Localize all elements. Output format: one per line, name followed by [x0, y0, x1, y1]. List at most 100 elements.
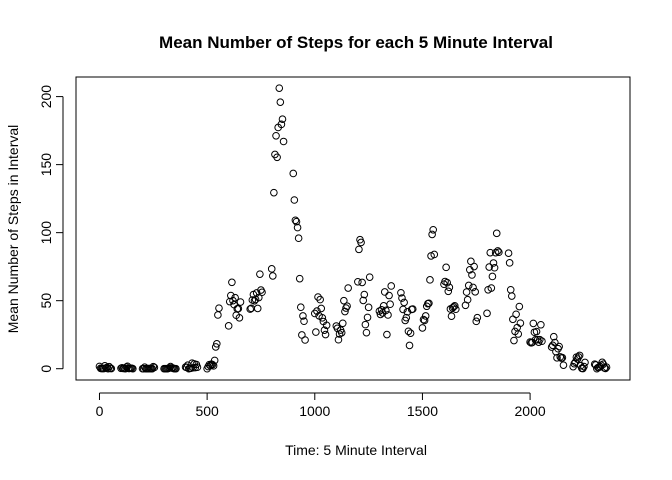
x-tick-label: 2000 — [515, 403, 546, 419]
data-point — [322, 321, 331, 330]
data-points — [95, 84, 611, 373]
data-point — [406, 329, 415, 338]
x-tick-label: 500 — [195, 403, 219, 419]
data-point — [487, 284, 496, 292]
data-point — [380, 288, 389, 296]
data-point — [227, 291, 235, 300]
chart-title: Mean Number of Steps for each 5 Minute I… — [159, 33, 553, 52]
data-point — [443, 278, 452, 287]
data-point — [210, 356, 219, 365]
data-point — [289, 169, 298, 178]
data-point — [377, 305, 386, 314]
data-point — [538, 337, 546, 346]
data-point — [246, 305, 254, 313]
data-point — [105, 362, 113, 371]
x-axis: 0 500 1000 1500 2000 — [96, 392, 546, 419]
data-point — [267, 265, 276, 273]
data-point — [535, 335, 544, 344]
data-point — [354, 277, 362, 286]
data-point — [316, 295, 324, 304]
data-point — [510, 336, 518, 345]
data-point — [211, 343, 220, 351]
data-point — [551, 338, 559, 347]
data-point — [442, 263, 450, 272]
data-point — [549, 332, 558, 341]
data-point — [382, 306, 390, 315]
data-point — [463, 295, 472, 304]
data-point — [235, 314, 244, 322]
data-point — [404, 327, 413, 336]
data-point — [172, 364, 180, 373]
data-point — [514, 330, 523, 338]
data-point — [486, 248, 495, 257]
data-point — [387, 282, 396, 290]
data-point — [450, 302, 459, 310]
data-point — [270, 188, 278, 197]
data-point — [273, 153, 281, 162]
data-point — [209, 362, 218, 370]
data-point — [506, 285, 515, 294]
data-point — [278, 115, 287, 123]
data-point — [234, 304, 243, 313]
data-point — [320, 326, 329, 335]
data-point — [310, 309, 319, 318]
data-point — [494, 247, 502, 255]
data-point — [337, 328, 346, 337]
data-point — [430, 250, 439, 259]
data-point — [258, 288, 266, 297]
data-point — [472, 317, 481, 326]
data-point — [150, 363, 159, 372]
data-point — [213, 340, 221, 348]
data-point — [295, 274, 304, 283]
data-point — [321, 330, 330, 339]
data-point — [452, 305, 460, 314]
data-point — [334, 335, 343, 344]
data-point — [277, 120, 286, 129]
data-point — [532, 327, 541, 336]
data-point — [253, 304, 262, 313]
data-point — [318, 314, 327, 322]
data-point — [344, 284, 352, 292]
data-point — [419, 315, 428, 324]
data-point — [470, 262, 478, 271]
data-point — [421, 312, 430, 320]
data-point — [488, 272, 497, 281]
x-tick-label: 1500 — [407, 403, 438, 419]
data-point — [294, 234, 303, 243]
data-point — [469, 283, 477, 292]
data-point — [254, 293, 263, 302]
data-point — [293, 223, 302, 232]
data-point — [444, 287, 453, 296]
data-point — [276, 98, 285, 106]
data-point — [342, 304, 350, 312]
data-point — [485, 263, 493, 271]
data-point — [516, 319, 525, 327]
data-point — [384, 311, 392, 319]
data-point — [495, 248, 503, 257]
data-point — [107, 364, 116, 373]
data-point — [601, 364, 610, 373]
data-point — [214, 311, 222, 319]
y-tick-label: 0 — [38, 365, 54, 373]
data-point — [464, 281, 473, 290]
data-point — [357, 238, 365, 247]
data-point — [338, 319, 347, 328]
data-point — [208, 360, 217, 369]
data-point — [471, 288, 479, 296]
data-point — [358, 278, 366, 287]
data-point — [429, 225, 438, 234]
data-point — [553, 354, 561, 362]
data-point — [418, 324, 427, 332]
data-point — [490, 263, 499, 272]
data-point — [574, 353, 583, 361]
data-point — [314, 293, 322, 301]
data-point — [343, 302, 351, 310]
data-point — [224, 322, 233, 330]
y-tick-label: 200 — [38, 85, 54, 109]
data-point — [362, 328, 371, 337]
data-point — [483, 309, 491, 318]
data-point — [272, 131, 280, 140]
data-point — [149, 362, 158, 371]
y-tick-label: 150 — [38, 153, 54, 177]
data-point — [335, 330, 344, 338]
